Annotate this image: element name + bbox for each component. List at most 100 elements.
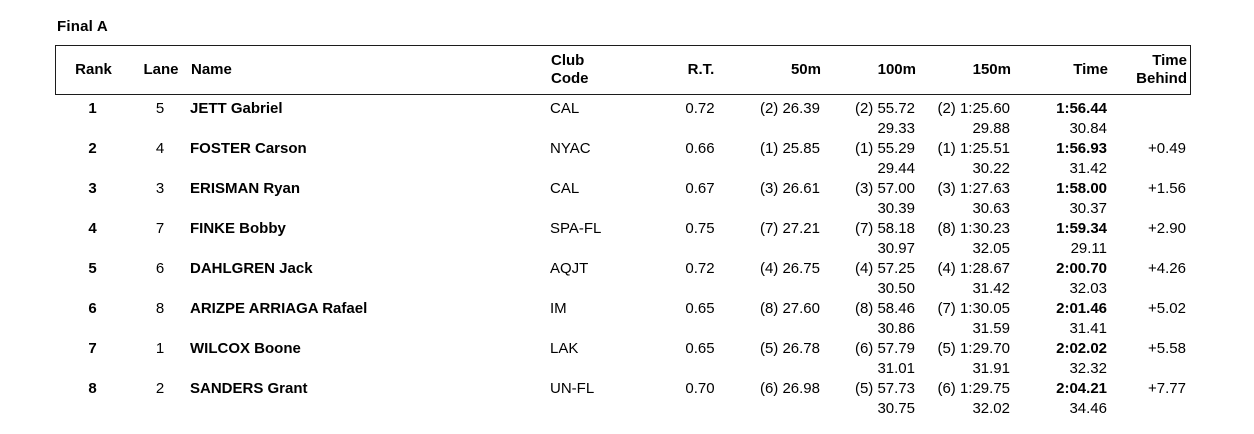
split-150m-cell: (4) 1:28.67 31.42 xyxy=(915,259,1010,299)
split-100m-time: (4) 57.25 xyxy=(854,260,915,277)
rank-cell: 4 xyxy=(88,220,97,237)
rank-cell: 7 xyxy=(88,340,97,357)
lane-cell: 6 xyxy=(155,260,165,277)
split-100m-time: (5) 57.73 xyxy=(854,380,915,397)
table-row: 3 3 ERISMAN Ryan CAL 0.67 (3) 26.61 (3) … xyxy=(55,179,1191,219)
final-time: 2:00.70 xyxy=(1056,260,1107,277)
final-lap: 34.46 xyxy=(1069,400,1107,417)
club-code-cell: CAL xyxy=(550,100,580,117)
split-150m-lap: 31.91 xyxy=(972,360,1010,377)
header-150m: 150m xyxy=(972,61,1011,78)
time-behind-cell: +5.02 xyxy=(1148,300,1186,317)
lane-cell: 2 xyxy=(155,380,165,397)
header-name: Name xyxy=(191,61,232,78)
split-100m-time: (1) 55.29 xyxy=(854,140,915,157)
final-time: 1:58.00 xyxy=(1056,180,1107,197)
final-time-cell: 1:56.93 31.42 xyxy=(1010,139,1107,179)
final-time: 2:02.02 xyxy=(1056,340,1107,357)
table-row: 4 7 FINKE Bobby SPA-FL 0.75 (7) 27.21 (7… xyxy=(55,219,1191,259)
split-100m-lap: 30.86 xyxy=(877,320,915,337)
time-behind-cell xyxy=(1107,99,1191,119)
header-time-behind: Time Behind xyxy=(1108,52,1192,88)
split-150m-cell: (8) 1:30.23 32.05 xyxy=(915,219,1010,259)
reaction-time-cell: 0.66 xyxy=(685,140,715,157)
table-body: 1 5 JETT Gabriel CAL 0.72 (2) 26.39 (2) … xyxy=(55,99,1191,419)
split-150m-cell: (6) 1:29.75 32.02 xyxy=(915,379,1010,419)
swimmer-name-cell: JETT Gabriel xyxy=(190,100,283,117)
swimmer-name-cell: FINKE Bobby xyxy=(190,220,286,237)
reaction-time-cell: 0.72 xyxy=(685,260,715,277)
reaction-time-cell: 0.70 xyxy=(685,380,715,397)
split-100m-time: (6) 57.79 xyxy=(854,340,915,357)
lane-cell: 5 xyxy=(155,100,165,117)
split-150m-time: (1) 1:25.51 xyxy=(937,140,1010,157)
split-50m-cell: (3) 26.61 xyxy=(759,180,820,197)
lane-cell: 3 xyxy=(155,180,165,197)
split-100m-cell: (3) 57.00 30.39 xyxy=(820,179,915,219)
header-club-line1: Club xyxy=(551,52,585,69)
final-lap: 29.11 xyxy=(1070,240,1107,257)
header-behind-line2: Behind xyxy=(1136,70,1187,87)
time-behind-cell: +2.90 xyxy=(1148,220,1186,237)
final-lap: 31.41 xyxy=(1069,320,1107,337)
split-150m-lap: 30.22 xyxy=(972,160,1010,177)
split-100m-lap: 30.97 xyxy=(877,240,915,257)
club-code-cell: NYAC xyxy=(550,140,591,157)
header-club-line2: Code xyxy=(551,70,589,87)
rank-cell: 3 xyxy=(88,180,97,197)
lane-cell: 8 xyxy=(155,300,165,317)
split-100m-cell: (7) 58.18 30.97 xyxy=(820,219,915,259)
split-50m-cell: (4) 26.75 xyxy=(759,260,820,277)
club-code-cell: IM xyxy=(550,300,567,317)
split-100m-cell: (4) 57.25 30.50 xyxy=(820,259,915,299)
split-100m-cell: (1) 55.29 29.44 xyxy=(820,139,915,179)
table-row: 5 6 DAHLGREN Jack AQJT 0.72 (4) 26.75 (4… xyxy=(55,259,1191,299)
split-150m-cell: (1) 1:25.51 30.22 xyxy=(915,139,1010,179)
club-code-cell: AQJT xyxy=(550,260,589,277)
split-100m-lap: 29.44 xyxy=(877,160,915,177)
final-time-cell: 2:04.21 34.46 xyxy=(1010,379,1107,419)
split-100m-lap: 29.33 xyxy=(877,120,915,137)
final-time-cell: 1:58.00 30.37 xyxy=(1010,179,1107,219)
header-time: Time xyxy=(1073,61,1108,78)
split-150m-lap: 31.59 xyxy=(972,320,1010,337)
rank-cell: 2 xyxy=(88,140,97,157)
table-row: 7 1 WILCOX Boone LAK 0.65 (5) 26.78 (6) … xyxy=(55,339,1191,379)
swimmer-name-cell: ARIZPE ARRIAGA Rafael xyxy=(190,300,368,317)
split-150m-time: (4) 1:28.67 xyxy=(937,260,1010,277)
split-150m-cell: (7) 1:30.05 31.59 xyxy=(915,299,1010,339)
split-50m-cell: (7) 27.21 xyxy=(759,220,820,237)
split-150m-time: (8) 1:30.23 xyxy=(937,220,1010,237)
split-50m-cell: (1) 25.85 xyxy=(759,140,820,157)
reaction-time-cell: 0.65 xyxy=(685,300,715,317)
header-50m: 50m xyxy=(790,61,821,78)
club-code-cell: UN-FL xyxy=(550,380,595,397)
reaction-time-cell: 0.65 xyxy=(685,340,715,357)
final-time: 1:56.44 xyxy=(1056,100,1107,117)
split-100m-cell: (8) 58.46 30.86 xyxy=(820,299,915,339)
split-150m-lap: 30.63 xyxy=(972,200,1010,217)
swimmer-name-cell: WILCOX Boone xyxy=(190,340,301,357)
final-time-cell: 1:59.34 29.11 xyxy=(1010,219,1107,259)
split-150m-cell: (3) 1:27.63 30.63 xyxy=(915,179,1010,219)
split-100m-lap: 30.75 xyxy=(877,400,915,417)
table-header-row: Rank Lane Name Club Code R.T. 50m 100m 1… xyxy=(55,45,1191,95)
rank-cell: 1 xyxy=(88,100,97,117)
table-row: 1 5 JETT Gabriel CAL 0.72 (2) 26.39 (2) … xyxy=(55,99,1191,139)
reaction-time-cell: 0.75 xyxy=(685,220,715,237)
final-lap: 31.42 xyxy=(1069,160,1107,177)
split-150m-cell: (5) 1:29.70 31.91 xyxy=(915,339,1010,379)
split-50m-cell: (8) 27.60 xyxy=(759,300,820,317)
final-time-cell: 2:00.70 32.03 xyxy=(1010,259,1107,299)
club-code-cell: CAL xyxy=(550,180,580,197)
time-behind-cell: +5.58 xyxy=(1148,340,1186,357)
split-150m-time: (3) 1:27.63 xyxy=(937,180,1010,197)
header-rt: R.T. xyxy=(687,61,715,78)
reaction-time-cell: 0.67 xyxy=(685,180,715,197)
final-lap: 32.32 xyxy=(1069,360,1107,377)
header-club-code: Club Code xyxy=(551,52,661,88)
final-time: 1:59.34 xyxy=(1056,220,1107,237)
split-50m-cell: (5) 26.78 xyxy=(759,340,820,357)
lane-cell: 7 xyxy=(155,220,165,237)
split-150m-lap: 31.42 xyxy=(972,280,1010,297)
